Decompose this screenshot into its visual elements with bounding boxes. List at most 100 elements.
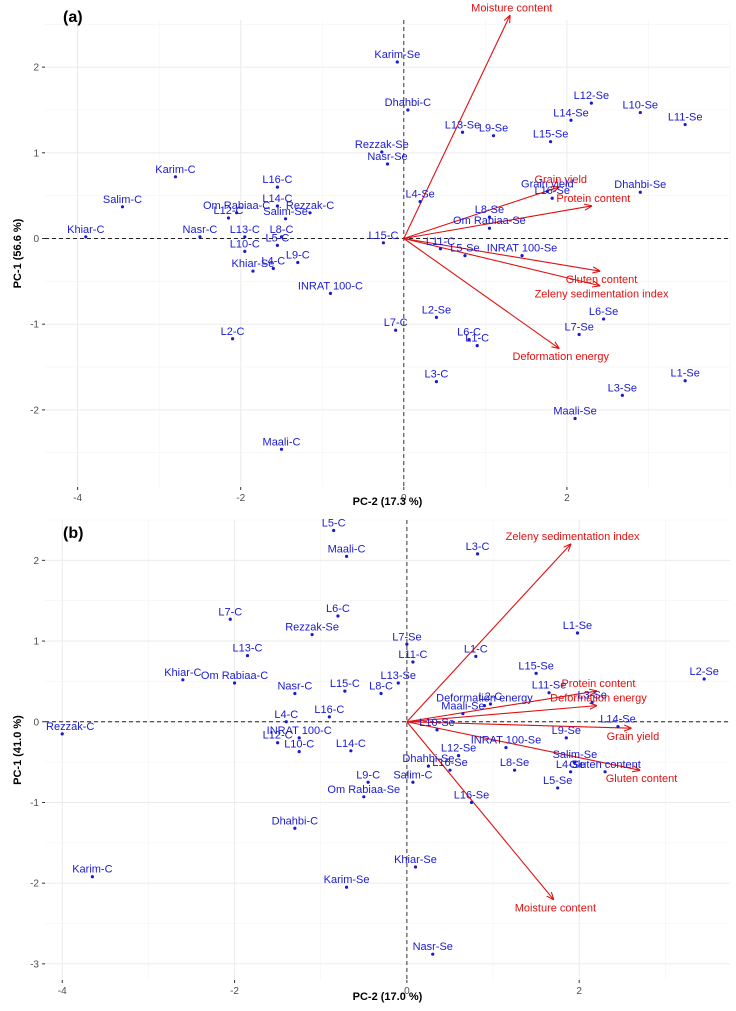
point-label-l10-se: L10-Se	[419, 717, 454, 729]
gridlines	[45, 20, 731, 487]
point-l5-se	[463, 254, 467, 258]
point-l4-se	[568, 770, 573, 774]
point-label-l11-c: L11-C	[426, 236, 455, 248]
vector-arrow-grain-yield	[403, 187, 559, 240]
point-nasr-c	[293, 691, 297, 696]
point-label-l5-se: L5-Se	[450, 243, 479, 255]
point-maali-se	[461, 712, 465, 716]
point-label-l8-se: L8-Se	[500, 757, 529, 769]
point-l16-c	[327, 715, 331, 719]
point-label-l8-c: L8-C	[369, 681, 393, 693]
point-l13-se	[460, 130, 465, 134]
x-tick-label: 0	[401, 493, 407, 504]
point-l3-c	[434, 380, 439, 384]
vector-label-deformation-energy: Deformation energy	[512, 351, 609, 363]
point-label-l1-c: L1-C	[465, 333, 489, 345]
point-l3-c	[475, 552, 480, 556]
point-label-l9-c: L9-C	[286, 249, 310, 261]
point-label-rezzak-se: Rezzak-Se	[285, 622, 339, 634]
point-karim-se	[344, 885, 349, 889]
point-label-l16-c: L16-C	[314, 704, 344, 716]
point-label-salim-c: Salim-C	[393, 769, 432, 781]
y-tick-label: 2	[33, 63, 39, 74]
point-label-l6-c: L6-C	[457, 327, 481, 339]
vector-label-protein-content: Protein content	[561, 678, 635, 690]
point-grain-yield	[545, 189, 549, 193]
point-label-om-rabiaa-se: Om Rabiaa-Se	[453, 215, 526, 227]
vector-label-moisture-content: Moisture content	[471, 3, 552, 15]
point-salim-se	[283, 217, 288, 221]
point-label-l4-se: L4-Se	[556, 759, 585, 771]
point-l13-c	[243, 235, 247, 239]
point-l8-se	[487, 215, 492, 219]
y-tick-label: -1	[30, 798, 39, 809]
point-label-l12-se: L12-Se	[574, 90, 609, 102]
point-label-l7-se: L7-Se	[392, 631, 421, 643]
point-l11-se	[683, 122, 687, 127]
point-label-l8-se: L8-Se	[475, 204, 504, 216]
point-l10-se	[638, 110, 642, 115]
point-label-om-rabiaa-c: Om Rabiaa-C	[201, 670, 268, 682]
x-tick-label: -2	[236, 493, 245, 504]
point-l11-c	[411, 660, 415, 664]
point-l9-c	[296, 260, 300, 265]
point-label-l9-se: L9-Se	[552, 725, 581, 737]
vector-arrow-protein-content	[403, 206, 592, 240]
point-l9-se	[564, 736, 568, 740]
point-label-inrat-100-c: INRAT 100-C	[298, 280, 363, 292]
point-l16-se	[550, 196, 554, 200]
point-l9-se	[491, 134, 496, 138]
point-label-karim-c: Karim-C	[155, 164, 195, 176]
point-label-khiar-se: Khiar-Se	[394, 854, 437, 866]
point-l7-c	[228, 617, 232, 621]
point-l16-se	[469, 800, 474, 805]
point-dhahbi-c	[293, 826, 297, 830]
vector-arrow-zeleny-sedimentation-index	[406, 544, 571, 723]
point-dhahbi-c	[406, 108, 410, 112]
point-label-gluten-content: Gluten content	[569, 759, 641, 771]
point-l6-c	[336, 614, 340, 618]
point-l1-se	[683, 379, 687, 383]
point-label-l9-c: L9-C	[356, 769, 380, 781]
point-l16-c	[275, 185, 280, 189]
point-label-l13-se: L13-Se	[445, 119, 480, 131]
point-khiar-c	[181, 678, 185, 682]
point-l12-c	[276, 741, 280, 745]
x-axis-title: PC-2 (17.0 %)	[353, 991, 423, 1003]
gridlines	[45, 519, 730, 980]
point-deformation-energy	[482, 704, 487, 708]
y-tick-label: -1	[30, 320, 39, 331]
point-label-karim-c: Karim-C	[72, 864, 112, 876]
y-tick-label: -3	[30, 959, 39, 970]
panel-tag: (b)	[63, 525, 83, 542]
point-l15-se	[548, 140, 553, 144]
vector-label-zeleny-sedimentation-index: Zeleny sedimentation index	[506, 531, 640, 543]
point-label-l1-se: L1-Se	[670, 368, 699, 380]
point-label-inrat-100-se: INRAT 100-Se	[487, 243, 558, 255]
point-label-l10-c: L10-C	[284, 739, 314, 751]
point-rezzak-c	[308, 211, 312, 215]
point-l14-c	[275, 204, 280, 208]
point-label-rezzak-c: Rezzak-C	[46, 721, 94, 733]
vector-label-zeleny-sedimentation-index: Zeleny sedimentation index	[535, 289, 669, 301]
point-rezzak-se	[380, 150, 384, 154]
point-label-l2-c: L2-C	[479, 691, 503, 703]
point-l3-se	[590, 700, 594, 704]
point-label-nasr-se: Nasr-Se	[367, 151, 407, 163]
point-l3-se	[620, 393, 624, 397]
point-label-dhahbi-se: Dhahbi-Se	[402, 753, 454, 765]
point-label-rezzak-c: Rezzak-C	[286, 200, 334, 212]
point-l2-c	[488, 702, 493, 706]
x-tick-label: -2	[230, 986, 239, 997]
y-tick-label: -2	[30, 405, 39, 416]
point-label-nasr-c: Nasr-C	[183, 224, 218, 236]
plot-background	[45, 20, 730, 487]
vector-label-deformation-energy: Deformation energy	[550, 693, 647, 705]
point-label-inrat-100-c: INRAT 100-C	[267, 725, 332, 737]
loading-vectors: Zeleny sedimentation index Protein conten…	[406, 531, 677, 914]
point-label-dhahbi-c: Dhahbi-C	[272, 815, 319, 827]
point-l8-c	[279, 235, 284, 239]
point-label-khiar-se: Khiar-Se	[232, 258, 275, 270]
vector-label-moisture-content: Moisture content	[515, 902, 596, 914]
point-label-nasr-se: Nasr-Se	[413, 941, 453, 953]
